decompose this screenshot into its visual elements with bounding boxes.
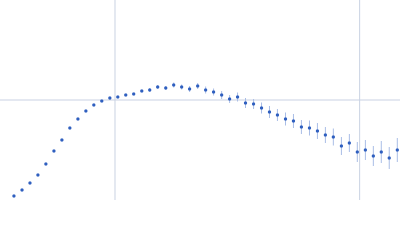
point: [347, 141, 351, 145]
point: [259, 106, 264, 110]
point: [315, 129, 320, 133]
point: [100, 99, 104, 103]
point: [164, 86, 168, 90]
point: [243, 101, 248, 105]
point: [196, 84, 200, 88]
point: [283, 117, 288, 121]
point: [124, 93, 128, 97]
point: [211, 90, 216, 94]
point: [220, 93, 224, 97]
point: [76, 117, 80, 121]
point: [36, 173, 40, 177]
point: [228, 97, 232, 101]
point: [172, 83, 176, 87]
point: [291, 119, 296, 123]
point: [299, 125, 304, 129]
point: [267, 110, 272, 114]
point: [20, 188, 24, 192]
point: [371, 154, 375, 158]
point: [148, 88, 152, 92]
point: [387, 156, 391, 160]
point: [331, 135, 335, 139]
point: [355, 150, 359, 154]
point: [52, 149, 56, 153]
point: [92, 103, 96, 107]
point: [251, 102, 256, 106]
chart: [0, 0, 400, 200]
point: [60, 138, 64, 142]
point: [68, 126, 72, 130]
page: (() => { const data = JSON.parse(documen…: [0, 0, 400, 200]
point: [84, 109, 88, 113]
point: [339, 144, 344, 148]
point: [188, 87, 192, 91]
point: [132, 92, 136, 96]
point: [156, 85, 160, 89]
point: [323, 133, 327, 137]
point: [180, 85, 184, 89]
point: [12, 194, 16, 198]
point: [140, 89, 144, 93]
point: [395, 148, 399, 152]
point: [108, 96, 112, 100]
point: [44, 162, 48, 166]
point: [116, 95, 120, 99]
point: [379, 150, 383, 154]
point: [235, 95, 240, 99]
point: [307, 126, 312, 130]
point: [204, 88, 208, 92]
point: [28, 181, 32, 185]
point: [275, 113, 280, 117]
point: [363, 148, 367, 152]
